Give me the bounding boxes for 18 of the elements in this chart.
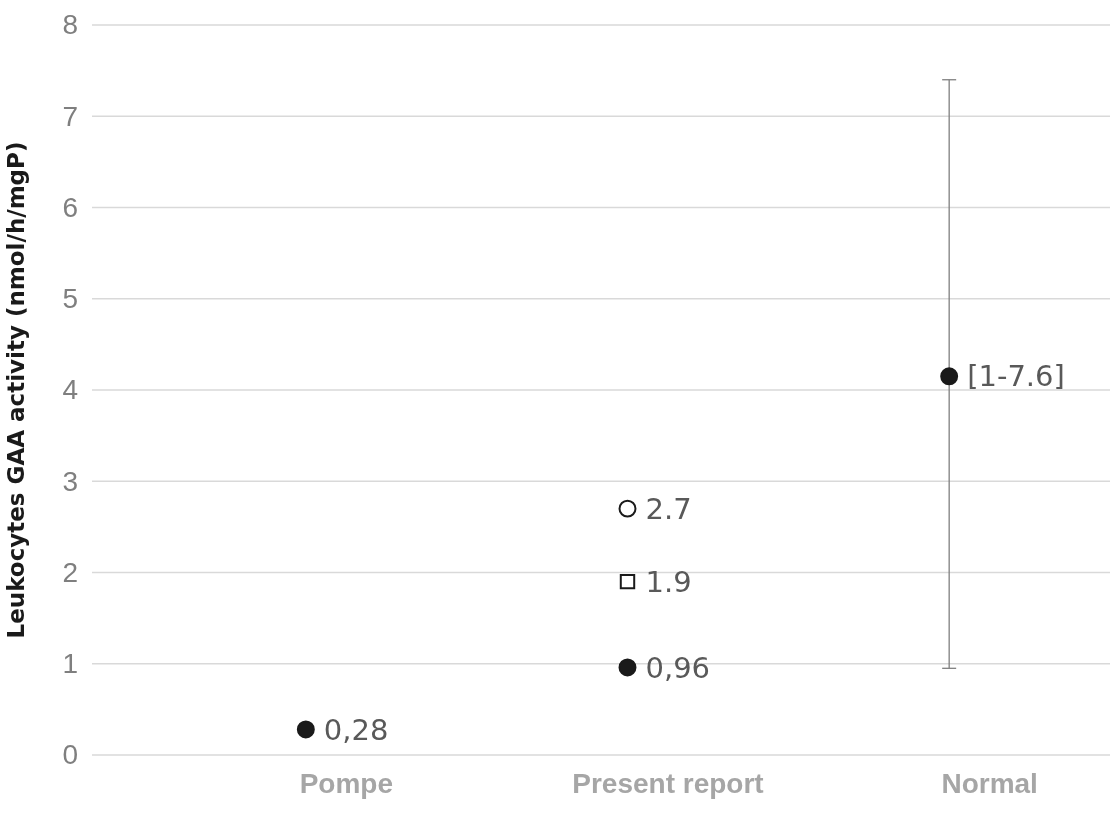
y-tick-label: 4 — [62, 374, 78, 406]
y-axis-title: Leukocytes GAA activity (nmol/h/mgP) — [3, 141, 29, 639]
y-tick-label: 6 — [62, 191, 78, 223]
y-tick-label: 1 — [62, 648, 78, 680]
x-tick-label: Present report — [572, 767, 764, 799]
x-tick-label: Pompe — [299, 767, 394, 799]
y-tick-label: 2 — [62, 556, 78, 588]
y-tick-label: 7 — [62, 100, 78, 132]
data-label: 1.9 — [645, 564, 692, 599]
x-tick-label: Normal — [941, 767, 1038, 799]
data-label: 0,96 — [645, 650, 711, 685]
data-label: 0,28 — [323, 712, 389, 747]
y-tick-label: 3 — [62, 465, 78, 497]
y-tick-label: 8 — [62, 9, 78, 41]
y-tick-label: 0 — [62, 739, 78, 771]
data-label: 2.7 — [645, 491, 692, 526]
data-label: [1-7.6] — [967, 359, 1065, 394]
y-tick-label: 5 — [62, 283, 78, 315]
